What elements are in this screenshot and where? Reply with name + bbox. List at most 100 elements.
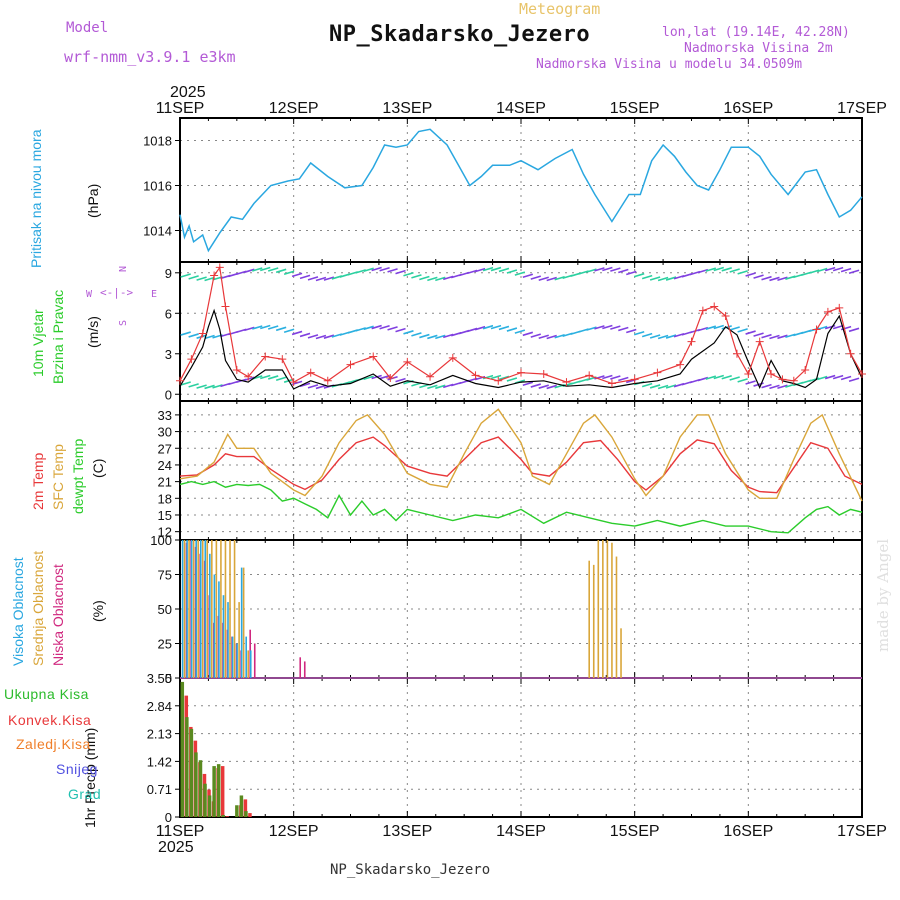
- wind-arrow: [538, 334, 549, 340]
- wind-arrow: [602, 374, 613, 380]
- station-title: NP_Skadarsko_Jezero: [329, 22, 591, 47]
- date-label-bottom: 17SEP: [837, 823, 887, 840]
- wind-gust-marker: [176, 376, 184, 385]
- wind-arrow: [490, 374, 502, 380]
- wind-arrow: [641, 274, 653, 280]
- wind-arrow: [379, 324, 390, 330]
- wind-arrow: [188, 275, 199, 280]
- wind-gust-marker: [698, 306, 707, 315]
- date-label-top: 11SEP: [156, 100, 205, 117]
- wind-arrow: [602, 324, 613, 330]
- date-label-top: 12SEP: [269, 100, 319, 117]
- wind-arrow: [299, 274, 311, 280]
- wind-arrow: [594, 267, 605, 272]
- wind-arrow: [848, 327, 860, 333]
- legend-total-rain: Ukupna Kisa: [4, 686, 89, 702]
- wind-arrow: [546, 276, 557, 282]
- wind-arrow: [267, 267, 279, 272]
- wind-arrow: [522, 381, 534, 387]
- wind-arrow: [697, 376, 709, 382]
- wind-gust-marker: [187, 355, 196, 364]
- wind-arrow: [514, 329, 526, 334]
- wind-arrow: [705, 375, 717, 380]
- wind-arrow: [275, 376, 287, 382]
- wind-gust-marker: [232, 365, 241, 374]
- precip-convective-bar: [248, 813, 252, 817]
- wind-arrow: [395, 269, 406, 275]
- wind-arrow: [641, 382, 653, 388]
- wind-arrow: [761, 333, 772, 339]
- wind-arrow: [697, 268, 709, 274]
- panel-frame: [179, 400, 863, 541]
- wind-arrow: [610, 267, 621, 272]
- wind-arrow: [618, 376, 629, 382]
- wind-arrow: [498, 267, 510, 273]
- wind-arrow: [586, 268, 597, 273]
- wind-arrow: [745, 272, 756, 277]
- precip-total-bar: [180, 681, 185, 817]
- wind-gust-marker: [369, 352, 378, 361]
- wind-arrow: [665, 384, 677, 389]
- wind-arrow: [482, 324, 494, 330]
- wind-arrow: [586, 326, 597, 331]
- wind-arrow: [657, 384, 669, 390]
- wind-arrow: [761, 275, 772, 281]
- precip-total-bar: [239, 795, 244, 817]
- wind-arrow: [371, 324, 382, 330]
- y-tick-label: 50: [158, 602, 172, 617]
- date-label-bottom: 14SEP: [496, 823, 546, 840]
- wind-arrow: [546, 384, 557, 390]
- wind-arrow: [824, 374, 836, 380]
- wind-arrow: [490, 266, 502, 272]
- wind-gust-marker: [846, 349, 855, 358]
- wind-arrow: [721, 375, 732, 380]
- y-tick-label: 1016: [143, 179, 172, 194]
- wind-arrow: [323, 276, 335, 281]
- wind-arrow: [657, 334, 669, 340]
- wind-arrow: [252, 325, 263, 330]
- wind-gust-marker: [653, 368, 662, 377]
- wind-arrow: [538, 384, 549, 389]
- wind-arrow: [522, 273, 534, 279]
- wind-arrow: [474, 325, 486, 331]
- wind-arrow: [832, 324, 844, 330]
- compass-west: W: [86, 289, 93, 300]
- wind-arrow: [435, 384, 446, 390]
- wind-arrow: [315, 276, 327, 282]
- wind-arrow: [204, 384, 215, 390]
- wind-arrow: [395, 327, 406, 333]
- wind-arrow: [482, 266, 494, 272]
- wind-arrow: [602, 266, 613, 272]
- precip-total-bar: [216, 764, 221, 817]
- wind-arrow: [633, 272, 645, 278]
- wind-arrow: [403, 330, 414, 335]
- wind-arrow: [267, 375, 279, 380]
- wind-arrow: [649, 334, 661, 339]
- wind-arrow: [395, 377, 406, 383]
- wind-arrow: [371, 266, 382, 272]
- wind-arrow: [379, 374, 390, 380]
- wind-arrow: [816, 267, 828, 273]
- precip-convective-bar: [243, 799, 248, 817]
- wind-arrow: [657, 276, 669, 282]
- wind-arrow: [729, 376, 740, 381]
- wind-gust-marker: [278, 355, 287, 364]
- y-tick-label: 33: [158, 408, 172, 423]
- wind-gust-marker: [346, 360, 355, 369]
- wind-gust-marker: [494, 376, 503, 385]
- wind-arrow: [427, 276, 438, 282]
- wind-arrow: [824, 266, 836, 272]
- wind-arrow: [474, 267, 486, 273]
- date-label-bottom: 13SEP: [382, 823, 432, 840]
- wind-gust-marker: [835, 303, 844, 312]
- wind-arrow: [180, 331, 191, 336]
- wind-arrow: [761, 383, 772, 389]
- wind-arrow: [180, 381, 191, 386]
- wind-arrow: [697, 326, 709, 332]
- wind-arrow: [275, 326, 287, 332]
- wind-gust-marker: [198, 329, 207, 338]
- wind-arrow: [769, 384, 780, 390]
- temp-2m-line: [179, 436, 863, 494]
- wind-gust-marker: [306, 368, 315, 377]
- y-tick-label: 21: [158, 475, 172, 490]
